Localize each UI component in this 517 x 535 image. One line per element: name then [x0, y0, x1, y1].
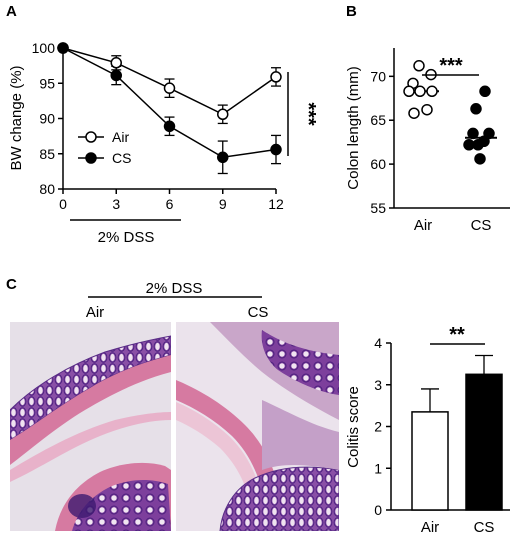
data-point-cs: [474, 153, 486, 165]
data-point-air: [403, 85, 415, 98]
histology-header: 2% DSS: [146, 280, 203, 297]
x-tick-label: 6: [166, 196, 174, 212]
data-point-cs: [57, 42, 69, 54]
y-tick-label: 80: [39, 181, 55, 197]
bar-air: [411, 411, 449, 511]
y-axis-title: BW change (%): [8, 65, 25, 170]
x-category-label: CS: [471, 217, 492, 234]
data-point-cs: [472, 139, 484, 151]
significance-label: **: [449, 324, 465, 346]
y-tick-label: 4: [374, 335, 382, 351]
data-point-cs: [217, 151, 229, 164]
cs-histology-image: [176, 322, 339, 531]
histology-label-air: Air: [86, 304, 104, 321]
y-tick-label: 1: [374, 460, 382, 476]
data-point-air: [421, 103, 433, 116]
bar-cs: [465, 373, 503, 511]
data-point-air: [110, 57, 122, 69]
data-point-air: [426, 85, 438, 98]
legend: Air CS: [78, 129, 131, 166]
x-tick-label: 12: [268, 196, 284, 212]
panel-letter-c: C: [6, 276, 17, 293]
panel-letter-b: B: [346, 3, 357, 20]
data-point-cs: [470, 103, 482, 115]
data-point-air: [414, 85, 426, 98]
y-tick-label: 0: [374, 502, 382, 518]
colon-length-dot-plot: 55 60 65 70 Air CS Colon length (mm) ***: [345, 48, 510, 234]
y-tick-label: 95: [39, 75, 55, 91]
x-category-label: Air: [421, 519, 439, 535]
data-point-cs: [270, 143, 282, 156]
data-point-air: [408, 107, 420, 119]
y-tick-label: 90: [39, 111, 55, 127]
legend-air-marker: [85, 131, 97, 143]
x-tick-label: 3: [112, 196, 120, 212]
y-axis-title: Colon length (mm): [345, 66, 362, 189]
data-point-air: [163, 82, 176, 94]
colitis-score-bar-chart: 0 1 2 3 4 Air CS Colitis score **: [345, 324, 510, 535]
y-tick-label: 2: [374, 419, 382, 435]
dss-label: 2% DSS: [98, 229, 155, 246]
y-axis-title: Colitis score: [345, 386, 362, 468]
legend-cs-label: CS: [112, 150, 131, 166]
bw-change-line-chart: 80 85 90 95 100 0 3 6 9 12 BW change (%) *** Air…: [8, 40, 319, 246]
air-histology-image: [10, 322, 171, 531]
data-point-cs: [163, 120, 176, 133]
significance-label: ***: [439, 55, 463, 77]
y-tick-label: 85: [39, 146, 55, 162]
data-point-cs: [479, 85, 491, 98]
histology-label-cs: CS: [248, 304, 269, 321]
significance-label: ***: [297, 102, 319, 126]
y-tick-label: 3: [374, 377, 382, 393]
data-point-cs: [110, 69, 122, 82]
y-tick-label: 70: [370, 68, 386, 84]
legend-cs-marker: [85, 152, 97, 164]
legend-air-label: Air: [112, 129, 129, 145]
data-point-cs: [467, 127, 479, 140]
x-category-label: Air: [414, 217, 432, 234]
data-point-air: [217, 108, 229, 121]
data-point-air: [270, 71, 282, 83]
panel-letter-a: A: [6, 3, 17, 20]
y-tick-label: 65: [370, 112, 386, 128]
x-tick-label: 0: [59, 196, 67, 212]
x-category-label: CS: [474, 519, 495, 535]
y-tick-label: 55: [370, 200, 386, 216]
x-tick-label: 9: [219, 196, 227, 212]
y-tick-label: 60: [370, 156, 386, 172]
data-point-air: [413, 60, 425, 72]
data-point-cs: [483, 127, 495, 140]
y-tick-label: 100: [32, 40, 56, 56]
